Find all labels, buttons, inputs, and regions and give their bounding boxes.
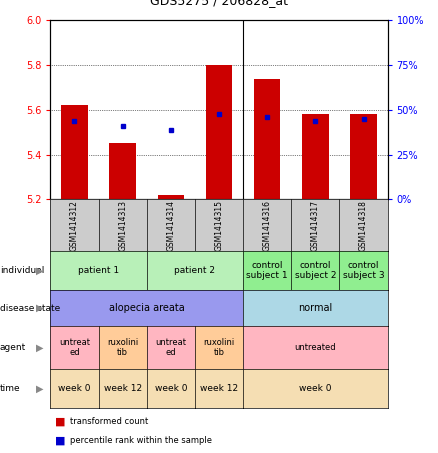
Text: week 0: week 0 bbox=[58, 384, 91, 393]
Bar bbox=[206, 65, 232, 199]
Text: percentile rank within the sample: percentile rank within the sample bbox=[70, 436, 212, 445]
Text: control
subject 2: control subject 2 bbox=[295, 261, 336, 280]
Text: GDS5275 / 206828_at: GDS5275 / 206828_at bbox=[150, 0, 288, 7]
Bar bbox=[110, 144, 136, 199]
Text: GSM1414316: GSM1414316 bbox=[263, 200, 272, 251]
Text: ■: ■ bbox=[55, 435, 65, 445]
Text: week 0: week 0 bbox=[299, 384, 332, 393]
Bar bbox=[158, 195, 184, 199]
Text: alopecia areata: alopecia areata bbox=[109, 303, 184, 313]
Text: control
subject 1: control subject 1 bbox=[246, 261, 288, 280]
Text: untreated: untreated bbox=[294, 343, 336, 352]
Text: ruxolini
tib: ruxolini tib bbox=[107, 338, 138, 357]
Text: time: time bbox=[0, 384, 21, 393]
Bar bbox=[302, 114, 328, 199]
Text: GSM1414312: GSM1414312 bbox=[70, 200, 79, 251]
Text: patient 1: patient 1 bbox=[78, 266, 119, 275]
Text: control
subject 3: control subject 3 bbox=[343, 261, 385, 280]
Text: ruxolini
tib: ruxolini tib bbox=[203, 338, 235, 357]
Text: normal: normal bbox=[298, 303, 332, 313]
Bar bbox=[254, 78, 280, 199]
Text: ▶: ▶ bbox=[35, 303, 43, 313]
Text: GSM1414314: GSM1414314 bbox=[166, 200, 175, 251]
Text: patient 2: patient 2 bbox=[174, 266, 215, 275]
Text: GSM1414318: GSM1414318 bbox=[359, 200, 368, 251]
Text: ▶: ▶ bbox=[35, 265, 43, 276]
Text: untreat
ed: untreat ed bbox=[59, 338, 90, 357]
Text: ■: ■ bbox=[55, 417, 65, 427]
Text: GSM1414317: GSM1414317 bbox=[311, 200, 320, 251]
Text: disease state: disease state bbox=[0, 304, 60, 313]
Text: ▶: ▶ bbox=[35, 342, 43, 353]
Text: GSM1414315: GSM1414315 bbox=[215, 200, 223, 251]
Text: ▶: ▶ bbox=[35, 383, 43, 394]
Text: untreat
ed: untreat ed bbox=[155, 338, 186, 357]
Text: week 12: week 12 bbox=[103, 384, 142, 393]
Text: individual: individual bbox=[0, 266, 44, 275]
Text: transformed count: transformed count bbox=[70, 418, 148, 426]
Bar bbox=[350, 114, 377, 199]
Text: week 12: week 12 bbox=[200, 384, 238, 393]
Text: week 0: week 0 bbox=[155, 384, 187, 393]
Text: GSM1414313: GSM1414313 bbox=[118, 200, 127, 251]
Bar bbox=[61, 106, 88, 199]
Text: agent: agent bbox=[0, 343, 26, 352]
